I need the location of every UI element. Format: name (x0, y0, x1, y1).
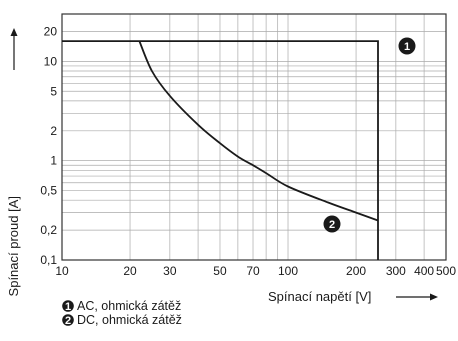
legend-marker-circle (62, 300, 74, 312)
plot-border (61, 13, 447, 261)
x-axis-title: Spínací napětí [V] (268, 289, 371, 304)
legend-label: DC, ohmická zátěž (77, 313, 182, 327)
series-marker-1-label: 1 (404, 41, 410, 53)
y-tick-label: 0,2 (40, 223, 57, 237)
x-tick-label: 20 (123, 264, 137, 278)
legend-marker-label: 2 (65, 315, 71, 327)
x-tick-label: 30 (163, 264, 177, 278)
y-tick-label: 2 (50, 124, 57, 138)
plot-frame (61, 13, 447, 261)
y-tick-label: 20 (44, 24, 58, 38)
y-tick-label: 5 (50, 84, 57, 98)
x-tick-label: 100 (278, 264, 298, 278)
x-tick-label: 500 (436, 264, 456, 278)
grid (61, 13, 447, 261)
x-tick-label: 50 (213, 264, 227, 278)
x-tick-label: 70 (246, 264, 260, 278)
y-tick-label: 0,1 (40, 253, 57, 267)
series: 12 (62, 37, 416, 260)
legend-label: AC, ohmická zátěž (77, 299, 181, 313)
tick-labels: 10 20 30 50 70 100 200 300 400 5000,10,20,5125102… (40, 24, 456, 278)
x-tick-label: 300 (386, 264, 406, 278)
series-marker-2-label: 2 (329, 219, 335, 231)
series-line-2 (138, 40, 379, 222)
series-marker-2-circle (323, 215, 341, 233)
legend-marker-label: 1 (65, 301, 71, 313)
y-tick-label: 10 (44, 54, 58, 68)
y-axis-title: Spínací proud [A] (6, 196, 21, 296)
x-tick-label: 200 (346, 264, 366, 278)
series-marker-1-circle (398, 37, 416, 55)
x-tick-label: 400 (414, 264, 434, 278)
y-axis-arrow-head (10, 28, 18, 36)
x-axis-arrow-head (430, 293, 438, 301)
legend: 1 AC, ohmická zátěž 2 DC, ohmická zátěž (62, 299, 182, 327)
x-tick-label: 10 (55, 264, 69, 278)
legend-marker-circle (62, 314, 74, 326)
y-tick-label: 1 (50, 154, 57, 168)
series-line-1 (62, 40, 379, 260)
y-tick-label: 0,5 (40, 184, 57, 198)
